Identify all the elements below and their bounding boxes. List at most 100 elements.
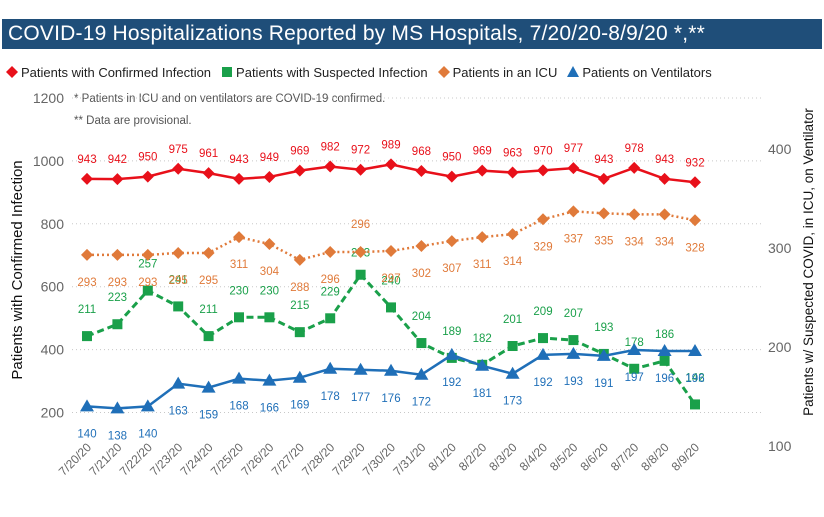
data-label-vent: 169: [290, 400, 309, 412]
data-point-suspected: [386, 302, 396, 313]
data-point-icu: [506, 228, 519, 241]
series-line-icu: [87, 210, 696, 262]
data-label-suspected: 240: [381, 275, 400, 287]
data-label-vent: 197: [625, 372, 644, 384]
x-tick-label: 8/2/20: [456, 440, 490, 474]
data-label-icu: 296: [351, 219, 370, 231]
data-point-vent: [627, 342, 642, 355]
data-label-suspected: 142: [685, 372, 704, 384]
data-point-vent: [292, 370, 307, 383]
data-label-suspected: 186: [655, 329, 674, 341]
data-point-icu: [385, 244, 397, 257]
data-point-suspected: [82, 331, 92, 342]
data-point-suspected: [416, 338, 427, 349]
data-label-suspected: 201: [503, 314, 522, 326]
data-label-icu: 334: [625, 236, 645, 248]
data-point-vent: [688, 343, 702, 356]
data-point-vent: [536, 347, 550, 360]
data-label-confirmed: 972: [351, 145, 370, 157]
data-point-suspected: [142, 285, 153, 296]
data-label-confirmed: 989: [381, 139, 400, 151]
data-point-icu: [293, 253, 306, 266]
data-label-suspected: 223: [108, 292, 127, 304]
x-tick-label: 7/28/20: [299, 440, 337, 478]
x-tick-label: 8/7/20: [608, 440, 642, 474]
legend-item-suspected: Patients with Suspected Infection: [221, 65, 428, 80]
data-label-confirmed: 961: [199, 148, 218, 160]
data-label-suspected: 257: [138, 259, 157, 271]
data-point-vent: [566, 346, 581, 359]
data-label-icu: 293: [77, 277, 96, 289]
data-label-suspected: 211: [78, 304, 96, 316]
data-label-suspected: 182: [473, 333, 492, 345]
data-point-confirmed: [172, 162, 185, 175]
x-tick-label: 8/3/20: [486, 440, 520, 474]
data-label-confirmed: 978: [625, 143, 644, 155]
data-label-suspected: 215: [290, 300, 309, 312]
data-label-vent: 173: [503, 396, 522, 408]
data-label-vent: 177: [351, 392, 370, 404]
legend-item-confirmed: Patients with Confirmed Infection: [6, 65, 211, 80]
data-point-icu: [658, 208, 671, 221]
legend-item-icu: Patients in an ICU: [437, 65, 557, 80]
data-point-confirmed: [111, 173, 124, 186]
data-point-icu: [567, 205, 580, 218]
data-point-confirmed: [81, 172, 93, 185]
legend-label-confirmed: Patients with Confirmed Infection: [21, 64, 212, 80]
data-label-vent: 172: [412, 397, 431, 409]
data-point-vent: [505, 366, 520, 379]
data-label-icu: 314: [503, 256, 523, 268]
data-point-suspected: [659, 355, 670, 366]
y-tick-left: 800: [41, 216, 65, 232]
x-tick-label: 7/22/20: [117, 440, 155, 478]
data-label-icu: 335: [594, 235, 613, 247]
data-point-confirmed: [141, 170, 154, 183]
y-tick-right: 300: [768, 240, 792, 256]
x-tick-label: 7/29/20: [330, 440, 368, 478]
data-label-suspected: 241: [169, 274, 188, 286]
data-point-confirmed: [354, 163, 367, 176]
data-label-suspected: 204: [412, 311, 432, 323]
data-label-vent: 178: [321, 391, 340, 403]
data-label-confirmed: 982: [321, 142, 340, 154]
data-label-confirmed: 963: [503, 148, 522, 160]
y-tick-left: 600: [41, 279, 65, 295]
data-label-suspected: 189: [442, 326, 461, 338]
data-label-confirmed: 949: [260, 152, 279, 164]
data-label-confirmed: 977: [564, 143, 583, 155]
data-point-suspected: [173, 301, 184, 312]
data-label-confirmed: 932: [685, 157, 704, 169]
data-point-suspected: [629, 363, 640, 374]
data-label-suspected: 178: [625, 337, 644, 349]
data-point-confirmed: [597, 172, 610, 185]
data-point-vent: [110, 401, 125, 414]
data-point-icu: [233, 231, 245, 244]
data-label-icu: 337: [564, 233, 583, 245]
legend-label-suspected: Patients with Suspected Infection: [236, 64, 428, 80]
data-label-confirmed: 943: [77, 154, 96, 166]
x-tick-label: 7/20/20: [56, 440, 94, 478]
data-point-icu: [111, 248, 124, 261]
data-point-icu: [141, 248, 154, 261]
y-tick-left: 1000: [33, 153, 64, 169]
x-tick-label: 7/25/20: [208, 440, 246, 478]
data-label-icu: 295: [169, 275, 188, 287]
data-label-vent: 176: [381, 393, 400, 405]
y-tick-left: 200: [41, 405, 65, 421]
data-label-confirmed: 969: [473, 146, 492, 158]
chart-notes: * Patients in ICU and on ventilators are…: [74, 88, 385, 132]
data-label-icu: 304: [260, 266, 280, 278]
data-label-confirmed: 968: [412, 146, 431, 158]
data-point-icu: [597, 207, 610, 220]
data-label-icu: 297: [381, 273, 400, 285]
data-label-suspected: 230: [229, 285, 248, 297]
data-point-icu: [263, 238, 276, 251]
data-point-vent: [80, 399, 94, 412]
data-label-icu: 302: [412, 268, 431, 280]
data-label-suspected: 193: [594, 322, 613, 334]
y-axis-title-left: Patients with Confirmed Infection: [9, 160, 26, 379]
data-point-suspected: [355, 269, 366, 280]
x-tick-label: 8/5/20: [547, 440, 581, 474]
x-tick-label: 7/31/20: [390, 440, 428, 478]
data-label-vent: 138: [108, 430, 127, 442]
